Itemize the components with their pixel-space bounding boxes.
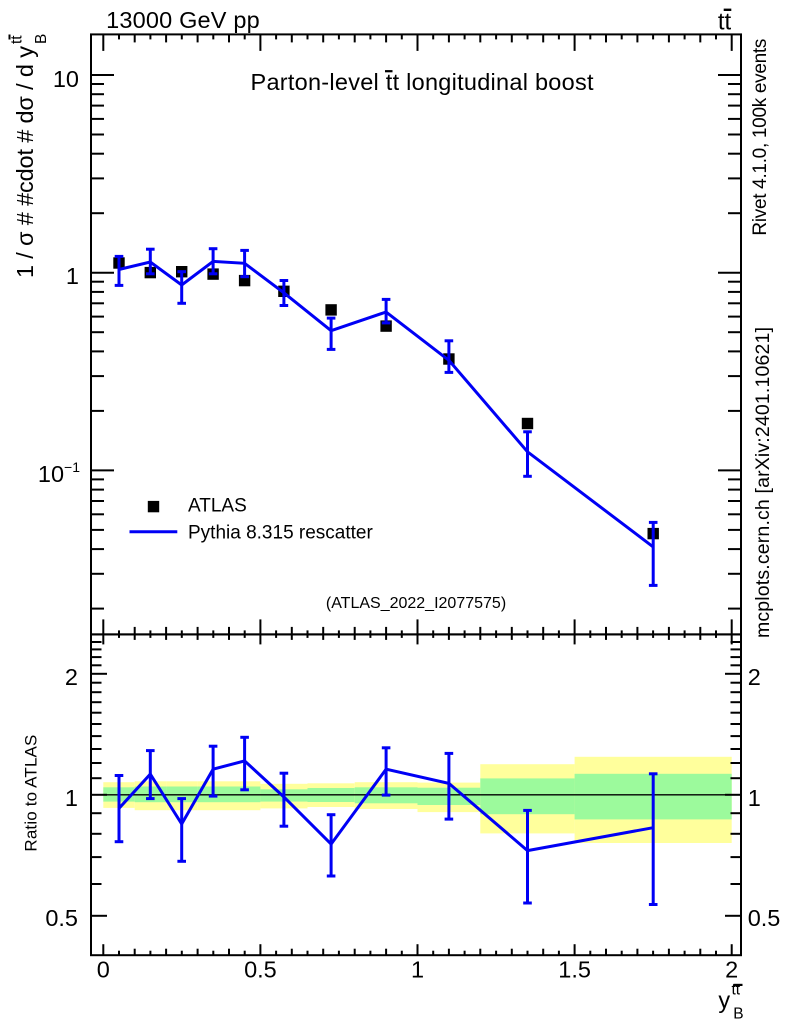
svg-text:(ATLAS_2022_I2077575): (ATLAS_2022_I2077575) — [326, 595, 506, 612]
svg-text:tt: tt — [732, 982, 741, 999]
svg-text:Pythia 8.315 rescatter: Pythia 8.315 rescatter — [188, 523, 373, 544]
svg-text:2: 2 — [725, 956, 738, 982]
svg-text:y: y — [718, 987, 730, 1013]
svg-text:tt: tt — [9, 35, 26, 44]
svg-text:ATLAS: ATLAS — [188, 496, 247, 517]
svg-text:1 / σ # #cdot # dσ / d y: 1 / σ # #cdot # dσ / d y — [12, 46, 38, 278]
svg-text:tt: tt — [718, 8, 732, 35]
svg-text:0: 0 — [97, 956, 110, 982]
svg-text:13000 GeV pp: 13000 GeV pp — [106, 7, 260, 33]
svg-text:Ratio to ATLAS: Ratio to ATLAS — [22, 735, 41, 852]
svg-text:1: 1 — [66, 263, 79, 289]
svg-text:0.5: 0.5 — [45, 905, 78, 931]
svg-text:Rivet 4.1.0, 100k events: Rivet 4.1.0, 100k events — [750, 39, 771, 236]
svg-text:1: 1 — [65, 785, 78, 811]
svg-text:2: 2 — [748, 664, 761, 690]
svg-text:2: 2 — [65, 664, 78, 690]
svg-text:B: B — [733, 1005, 743, 1022]
svg-text:mcplots.cern.ch [arXiv:2401.10: mcplots.cern.ch [arXiv:2401.10621] — [752, 327, 774, 638]
svg-text:B: B — [33, 34, 50, 44]
svg-text:1.5: 1.5 — [558, 956, 591, 982]
svg-text:1: 1 — [411, 956, 424, 982]
svg-text:0.5: 0.5 — [748, 905, 781, 931]
svg-text:10: 10 — [53, 66, 79, 92]
svg-text:Parton-level tt longitudinal b: Parton-level tt longitudinal boost — [251, 69, 594, 95]
svg-text:1: 1 — [748, 785, 761, 811]
svg-text:0.5: 0.5 — [244, 956, 277, 982]
